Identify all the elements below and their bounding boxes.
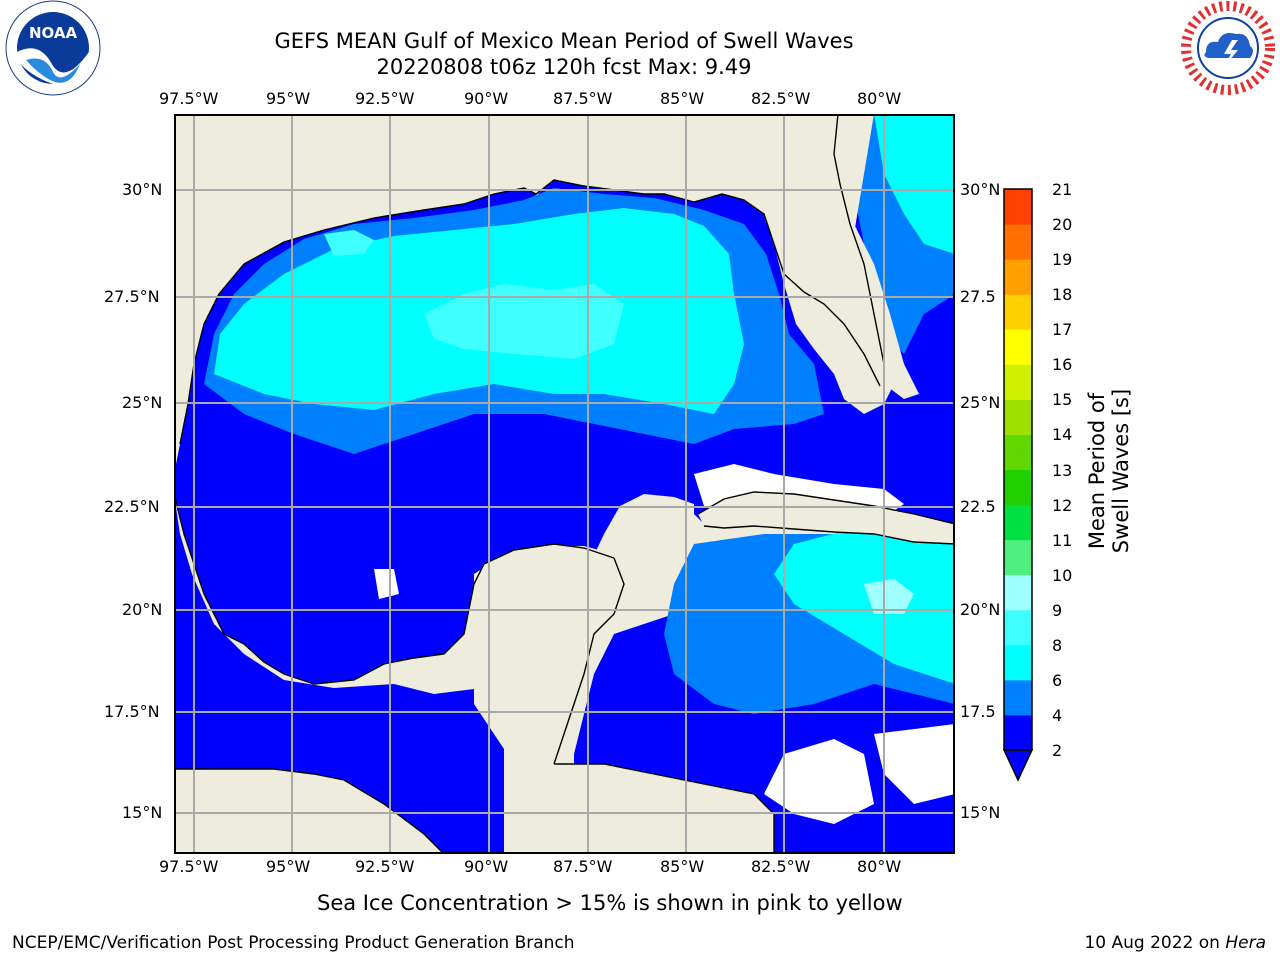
colorbar-segment xyxy=(1004,434,1032,470)
colorbar-extend-arrow xyxy=(1002,749,1034,782)
lon-label-top: 85°W xyxy=(660,89,705,108)
colorbar-tick: 8 xyxy=(1052,636,1063,655)
map-frame xyxy=(174,114,955,854)
colorbar-tick: 2 xyxy=(1052,741,1063,760)
noaa-logo: NOAA xyxy=(0,0,106,100)
lon-label-bottom: 95°W xyxy=(266,857,311,876)
lon-label-top: 82.5°W xyxy=(751,89,811,108)
lon-label-bottom: 85°W xyxy=(660,857,705,876)
lat-label-right: 27.5 xyxy=(960,287,996,306)
map-subtitle: 20220808 t06z 120h fcst Max: 9.49 xyxy=(376,55,752,79)
colorbar-tick: 15 xyxy=(1052,390,1073,409)
colorbar-segment xyxy=(1004,329,1032,365)
lon-label-bottom: 87.5°W xyxy=(553,857,613,876)
florida-land xyxy=(814,114,884,394)
footer-date: 10 Aug 2022 on Hera xyxy=(1084,933,1266,953)
nws-logo xyxy=(1176,0,1280,100)
footer-credit: NCEP/EMC/Verification Post Processing Pr… xyxy=(12,933,575,953)
no-data-se xyxy=(874,724,955,804)
colorbar xyxy=(1002,188,1034,782)
colorbar-segment xyxy=(1004,609,1032,646)
lat-label-left: 20°N xyxy=(122,600,163,619)
colorbar-segment xyxy=(1004,679,1032,716)
footer-date-text: 10 Aug 2022 on xyxy=(1084,933,1226,953)
colorbar-tick: 13 xyxy=(1052,461,1073,480)
lon-label-bottom: 97.5°W xyxy=(159,857,219,876)
colorbar-segment xyxy=(1004,644,1032,681)
colorbar-tick: 21 xyxy=(1052,180,1073,199)
lon-label-bottom: 80°W xyxy=(857,857,902,876)
noaa-logo-text: NOAA xyxy=(29,24,78,42)
colorbar-frame xyxy=(1003,188,1033,751)
colorbar-segment xyxy=(1004,469,1032,506)
central-america-land xyxy=(554,764,774,854)
lon-label-bottom: 90°W xyxy=(464,857,509,876)
map-title: GEFS MEAN Gulf of Mexico Mean Period of … xyxy=(274,29,854,53)
lon-label-top: 97.5°W xyxy=(159,89,219,108)
colorbar-tick: 9 xyxy=(1052,601,1063,620)
lon-label-top: 92.5°W xyxy=(355,89,415,108)
colorbar-tick: 12 xyxy=(1052,496,1073,515)
lat-label-left: 15°N xyxy=(122,803,163,822)
colorbar-ticks: 21 20 19 18 17 16 15 14 13 12 11 10 9 8 … xyxy=(1040,180,1080,760)
lon-label-top: 80°W xyxy=(857,89,902,108)
lon-label-top: 87.5°W xyxy=(553,89,613,108)
colorbar-segment xyxy=(1004,574,1032,611)
colorbar-tick: 20 xyxy=(1052,215,1073,234)
colorbar-tick: 17 xyxy=(1052,320,1073,339)
lat-label-left: 17.5°N xyxy=(104,702,160,721)
lat-label-left: 25°N xyxy=(122,393,163,412)
colorbar-tick: 16 xyxy=(1052,355,1073,374)
colorbar-segment xyxy=(1004,714,1032,751)
colorbar-tick: 14 xyxy=(1052,425,1073,444)
colorbar-segments xyxy=(1004,189,1032,751)
lat-label-right: 20°N xyxy=(960,600,1001,619)
map-plot xyxy=(174,114,955,854)
lon-label-top: 90°W xyxy=(464,89,509,108)
lat-label-right: 22.5 xyxy=(960,497,996,516)
lat-label-right: 15°N xyxy=(960,803,1001,822)
colorbar-tick: 19 xyxy=(1052,250,1073,269)
us-land xyxy=(174,114,919,474)
lon-label-bottom: 92.5°W xyxy=(355,857,415,876)
colorbar-segment xyxy=(1004,539,1032,576)
colorbar-tick: 10 xyxy=(1052,566,1073,585)
lon-label-top: 95°W xyxy=(266,89,311,108)
ice-note: Sea Ice Concentration > 15% is shown in … xyxy=(317,891,903,915)
colorbar-tick: 4 xyxy=(1052,706,1063,725)
lon-label-bottom: 82.5°W xyxy=(751,857,811,876)
yucatan-land xyxy=(474,546,624,764)
lat-label-right: 30°N xyxy=(960,180,1001,199)
contour-8-9-carib xyxy=(864,579,914,614)
no-data-carib xyxy=(764,739,874,824)
contour-4-6-carib xyxy=(774,526,955,684)
footer-host: Hera xyxy=(1225,933,1266,953)
lat-label-left: 30°N xyxy=(122,180,163,199)
cuba-land xyxy=(698,492,955,544)
colorbar-segment xyxy=(1004,224,1032,260)
contour-6-8-b xyxy=(324,230,374,256)
no-data-bay xyxy=(374,569,399,599)
contour-4-6-atlantic xyxy=(874,114,955,254)
colorbar-segment xyxy=(1004,504,1032,541)
colorbar-tick: 11 xyxy=(1052,531,1073,550)
graticule xyxy=(174,114,955,854)
lat-label-left: 22.5°N xyxy=(104,497,160,516)
lat-label-left: 27.5°N xyxy=(104,287,160,306)
colorbar-label: Mean Period of Swell Waves [s] xyxy=(1085,388,1133,554)
colorbar-segment xyxy=(1004,189,1032,225)
colorbar-segment xyxy=(1004,364,1032,400)
colorbar-segment xyxy=(1004,399,1032,435)
lat-label-right: 17.5 xyxy=(960,702,996,721)
contour-6-8 xyxy=(424,284,624,359)
colorbar-tick: 18 xyxy=(1052,285,1073,304)
colorbar-tick: 6 xyxy=(1052,671,1063,690)
colorbar-segment xyxy=(1004,294,1032,330)
lat-label-right: 25°N xyxy=(960,393,1001,412)
colorbar-segment xyxy=(1004,259,1032,295)
